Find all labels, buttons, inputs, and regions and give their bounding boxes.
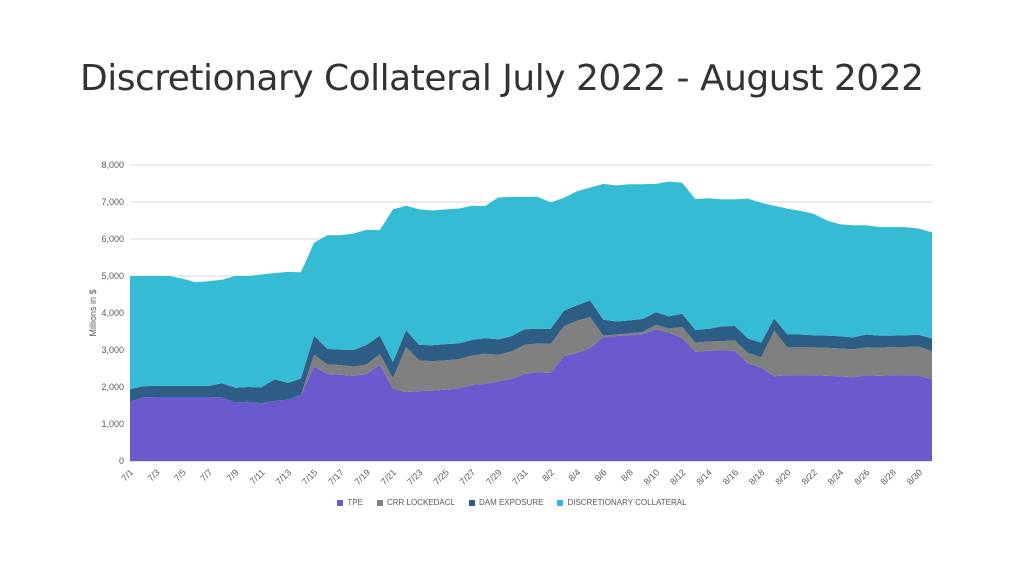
x-tick-label: 8/14 xyxy=(694,467,713,486)
y-axis-title: Millions in $ xyxy=(88,289,98,336)
legend-entry: DAM EXPOSURE xyxy=(468,498,544,507)
x-tick-label: 7/17 xyxy=(326,467,345,486)
x-tick-label: 8/18 xyxy=(747,467,766,486)
y-tick-label: 1,000 xyxy=(101,419,124,429)
x-tick-label: 8/22 xyxy=(800,467,819,486)
area-dam-exposure xyxy=(130,300,932,404)
x-tick-label: 7/3 xyxy=(146,467,162,483)
x-tick-label: 7/7 xyxy=(198,467,214,483)
legend-swatch xyxy=(376,499,383,506)
x-tick-label: 7/15 xyxy=(300,467,319,486)
y-axis-ticks: 0 1,000 2,000 3,000 4,000 5,000 6,000 7,000 8,00… xyxy=(101,160,124,466)
y-tick-label: 6,000 xyxy=(101,234,124,244)
x-tick-label: 8/12 xyxy=(668,467,687,486)
legend-swatch xyxy=(337,499,344,506)
x-tick-label: 7/11 xyxy=(248,467,267,486)
x-tick-label: 8/2 xyxy=(540,467,556,483)
x-tick-label: 7/19 xyxy=(353,467,372,486)
legend-label: DISCRETIONARY COLLATERAL xyxy=(567,498,687,507)
x-tick-label: 7/31 xyxy=(510,467,529,486)
x-tick-label: 8/10 xyxy=(642,467,661,486)
series-areas xyxy=(130,181,932,461)
area-discretionary-collateral xyxy=(130,181,932,390)
x-tick-label: 7/13 xyxy=(274,467,293,486)
legend-label: CRR LOCKEDACL xyxy=(386,498,455,507)
y-tick-label: 5,000 xyxy=(101,271,124,281)
x-axis-ticks: 7/1 7/3 7/5 7/7 7/9 7/11 7/13 7/15 7/17 7/19 7/21 7… xyxy=(119,467,924,486)
y-tick-label: 3,000 xyxy=(101,345,124,355)
x-tick-label: 8/30 xyxy=(905,467,924,486)
x-tick-label: 7/25 xyxy=(431,467,450,486)
legend: TPE CRR LOCKEDACL DAM EXPOSURE DISCRETIONAR… xyxy=(0,498,1024,507)
slide-title: Discretionary Collateral July 2022 - Aug… xyxy=(80,58,924,99)
x-tick-label: 8/4 xyxy=(567,467,583,483)
legend-swatch xyxy=(468,499,475,506)
x-tick-label: 7/27 xyxy=(458,467,477,486)
x-tick-label: 7/1 xyxy=(119,467,135,483)
x-tick-label: 8/16 xyxy=(721,467,740,486)
legend-entry: DISCRETIONARY COLLATERAL xyxy=(557,498,687,507)
y-tick-label: 4,000 xyxy=(101,308,124,318)
x-tick-label: 8/20 xyxy=(773,467,792,486)
x-tick-label: 8/6 xyxy=(593,467,609,483)
x-tick-label: 7/23 xyxy=(405,467,424,486)
x-tick-label: 8/24 xyxy=(826,467,845,486)
area-tpe xyxy=(130,329,932,461)
x-tick-label: 8/26 xyxy=(852,467,871,486)
legend-swatch xyxy=(557,499,564,506)
legend-entry: TPE xyxy=(337,498,363,507)
x-tick-label: 7/21 xyxy=(379,467,398,486)
y-tick-label: 7,000 xyxy=(101,197,124,207)
legend-label: TPE xyxy=(347,498,363,507)
legend-entry: CRR LOCKEDACL xyxy=(376,498,455,507)
y-tick-label: 0 xyxy=(119,456,124,466)
x-tick-label: 8/28 xyxy=(879,467,898,486)
x-tick-label: 7/9 xyxy=(225,467,241,483)
x-tick-label: 8/8 xyxy=(619,467,635,483)
x-tick-label: 7/5 xyxy=(172,467,188,483)
y-tick-label: 2,000 xyxy=(101,382,124,392)
area-crr-lockedacl xyxy=(130,317,932,404)
y-tick-label: 8,000 xyxy=(101,160,124,170)
legend-label: DAM EXPOSURE xyxy=(478,498,544,507)
x-tick-label: 7/29 xyxy=(484,467,503,486)
